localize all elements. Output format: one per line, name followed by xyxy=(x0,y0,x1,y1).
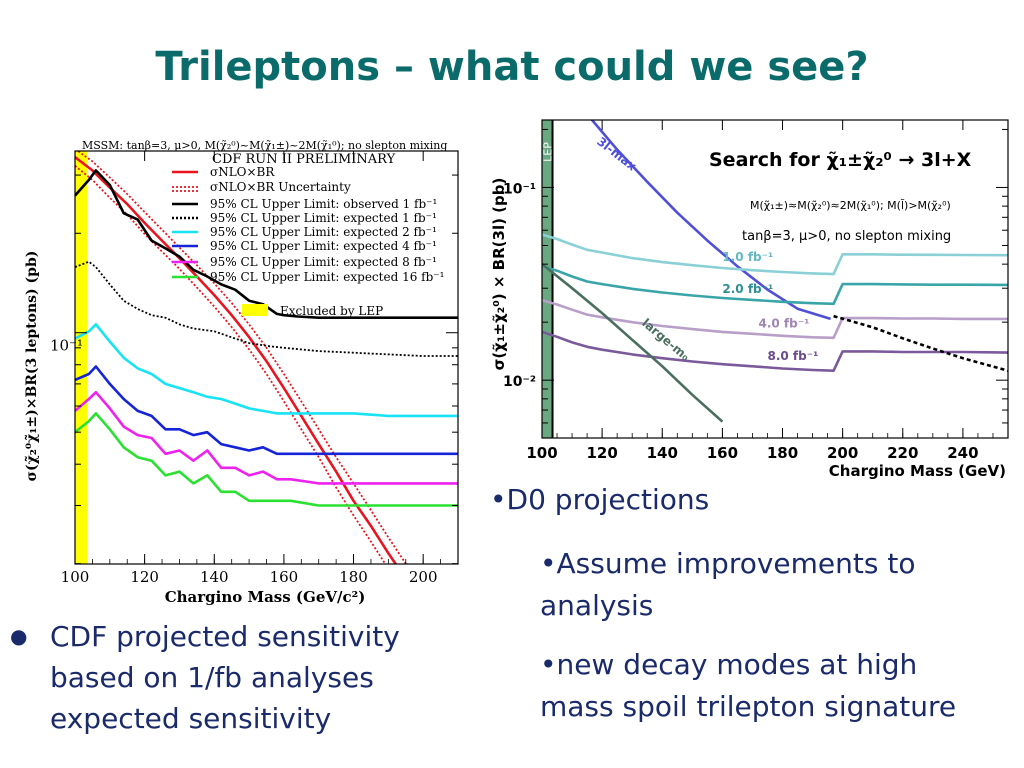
bullet-assume-improvements: •Assume improvements to analysis xyxy=(540,547,916,622)
d0-y-tick-label: 10⁻¹ xyxy=(503,181,536,197)
cdf-x-tick-label: 100 xyxy=(61,568,90,586)
cdf-y-axis-label: σ(χ̃₂⁰χ̃₁±)×BR(3 leptons) (pb) xyxy=(23,251,40,482)
cdf-legend-label: 95% CL Upper Limit: expected 1 fb⁻¹ xyxy=(210,211,437,225)
cdf-series-95-cl-upper-limit-expected-16-fb xyxy=(75,412,458,507)
d0-chart: LEP 100 120 140 160 180 200 220 240 10⁻¹ 10⁻² Sea… xyxy=(480,104,1015,484)
slide-title: Trileptons – what could we see? xyxy=(155,44,869,90)
cdf-legend-swatch xyxy=(242,304,268,316)
cdf-x-tick-label: 200 xyxy=(409,568,438,586)
lep-band: LEP xyxy=(541,120,554,438)
cdf-series-95-cl-upper-limit-expected-2-fb xyxy=(75,323,458,418)
d0-annotation-params: tanβ=3, μ>0, no slepton mixing xyxy=(742,229,951,244)
d0-chart-title: Search for χ̃₁±χ̃₂⁰ → 3l+X xyxy=(709,149,972,171)
d0-x-tick-label: 180 xyxy=(767,444,798,462)
d0-series-label-8-0-fb: 8.0 fb⁻¹ xyxy=(768,349,819,363)
d0-series-label-4-0-fb: 4.0 fb⁻¹ xyxy=(759,316,810,330)
cdf-series-nlo-br-uncertainty-upper xyxy=(76,151,408,564)
bullet-d0-projections: •D0 projections xyxy=(490,483,710,516)
cdf-legend-label: 95% CL Upper Limit: expected 2 fb⁻¹ xyxy=(210,225,437,239)
bullet-dot-icon: ● xyxy=(10,624,28,648)
d0-series-theory-dashed xyxy=(833,314,1008,372)
bullet-new-decay-modes: •new decay modes at high mass spoil tril… xyxy=(540,648,957,723)
d0-series-8-0-fb xyxy=(542,330,1008,373)
d0-x-tick-label: 200 xyxy=(827,444,858,462)
d0-series-2-0-fb xyxy=(542,265,1008,306)
cdf-x-tick-label: 120 xyxy=(130,568,159,586)
d0-x-tick-label: 140 xyxy=(647,444,678,462)
cdf-legend-label: Excluded by LEP xyxy=(280,304,383,318)
cdf-x-tick-label: 180 xyxy=(339,568,368,586)
d0-x-tick-label: 120 xyxy=(586,444,617,462)
cdf-chart: 100 120 140 160 180 200 10⁻¹ MSSM: tanβ=3, μ>0… xyxy=(0,126,475,616)
d0-x-tick-label: 160 xyxy=(707,444,738,462)
cdf-y-tick-label: 10⁻¹ xyxy=(50,337,83,355)
cdf-x-tick-label: 140 xyxy=(200,568,229,586)
cdf-series-nlo-br xyxy=(75,156,398,564)
lep-excluded-band xyxy=(75,151,88,564)
cdf-series-95-cl-upper-limit-expected-1-fb xyxy=(75,260,458,357)
cdf-series-nlo-br-uncertainty-lower xyxy=(75,165,387,564)
cdf-legend-label: σNLO×BR Uncertainty xyxy=(210,180,351,194)
cdf-legend-label: 95% CL Upper Limit: expected 16 fb⁻¹ xyxy=(210,270,444,284)
cdf-series-95-cl-upper-limit-expected-4-fb xyxy=(75,365,458,456)
cdf-chart-title: MSSM: tanβ=3, μ>0, M(χ̃₂⁰)~M(χ̃₁±)~2M(χ̃… xyxy=(82,139,447,152)
cdf-legend-label: 95% CL Upper Limit: observed 1 fb⁻¹ xyxy=(210,197,437,211)
d0-series-1-0-fb xyxy=(542,233,1008,276)
d0-series-large-m xyxy=(542,263,724,423)
d0-x-tick-label: 100 xyxy=(526,444,557,462)
cdf-legend-label: 95% CL Upper Limit: expected 4 fb⁻¹ xyxy=(210,239,437,253)
bullet-cdf-text: CDF projected sensitivity based on 1/fb … xyxy=(50,620,400,735)
cdf-legend-label: σNLO×BR xyxy=(210,165,275,179)
cdf-chart-subtitle: CDF RUN II PRELIMINARY xyxy=(212,152,396,167)
cdf-x-axis-label: Chargino Mass (GeV/c²) xyxy=(165,588,366,606)
cdf-series-95-cl-upper-limit-observed-1-fb xyxy=(75,169,458,319)
d0-series-label-2-0-fb: 2.0 fb⁻¹ xyxy=(722,282,773,296)
cdf-legend-label: 95% CL Upper Limit: expected 8 fb⁻¹ xyxy=(210,255,437,269)
d0-x-tick-label: 240 xyxy=(947,444,978,462)
cdf-band-rect xyxy=(75,151,88,564)
d0-band-rect xyxy=(542,120,553,438)
d0-annotation-masses: M(χ̃₁±)≈M(χ̃₂⁰)≈2M(χ̃₁⁰); M(l̃)>M(χ̃₂⁰) xyxy=(750,199,951,212)
d0-y-axis-label: σ(χ̃₁±χ̃₂⁰) × BR(3l) (pb) xyxy=(490,178,508,371)
d0-series-4-0-fb xyxy=(542,298,1008,340)
cdf-x-tick-label: 160 xyxy=(270,568,299,586)
d0-x-axis-label: Chargino Mass (GeV) xyxy=(829,462,1006,480)
d0-x-tick-label: 220 xyxy=(887,444,918,462)
d0-band-label: LEP xyxy=(541,142,554,162)
d0-y-tick-label: 10⁻² xyxy=(503,374,536,390)
cdf-series-95-cl-upper-limit-expected-8-fb xyxy=(75,390,458,485)
d0-plot-frame xyxy=(541,119,1009,439)
d0-series-label-1-0-fb: 1.0 fb⁻¹ xyxy=(722,250,773,264)
